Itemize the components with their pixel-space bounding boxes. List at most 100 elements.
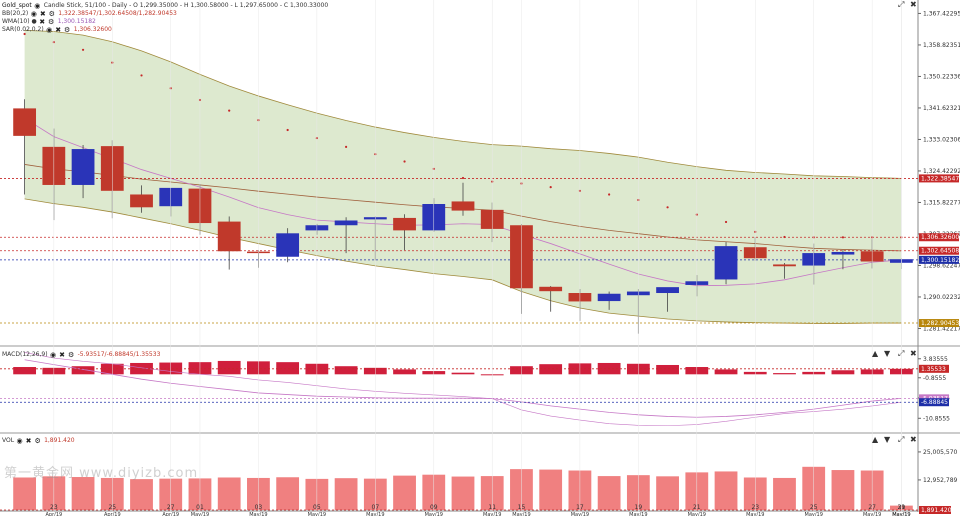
- volume-bar: [71, 477, 95, 510]
- sar-dot: [81, 48, 85, 51]
- x-month-label: Apr/19: [104, 512, 121, 516]
- indicator-sar: SAR(0.02,0.2) ◉ ✖ ⚙ 1,306.32600: [2, 26, 112, 34]
- x-tick-label: 21: [693, 504, 701, 511]
- y-tick-label: -0.8555: [923, 375, 946, 382]
- close-icon[interactable]: ✖: [39, 18, 46, 26]
- close-icon[interactable]: ✖: [55, 26, 62, 34]
- x-month-label: May/19: [688, 512, 706, 516]
- sar-dot: [286, 128, 289, 132]
- eye-icon[interactable]: ◉: [50, 351, 57, 359]
- y-tick-label: 1,367.42295: [923, 10, 960, 17]
- macd-histogram-bar: [334, 366, 358, 375]
- gear-icon[interactable]: ⚙: [67, 351, 75, 359]
- indicator-wma: WMA(10) ● ✖ ⚙ 1,300.15182: [2, 18, 96, 26]
- macd-histogram-bar: [393, 369, 416, 375]
- indicator-label: MACD(12,26,9): [2, 351, 48, 358]
- vol-header: VOL ◉ ✖ ⚙ 1,891.420: [2, 437, 75, 445]
- sar-dot: [23, 32, 26, 36]
- maximize-icon[interactable]: ⤢: [898, 435, 905, 444]
- x-tick-label: 11: [488, 504, 496, 511]
- close-panel-icon[interactable]: ✖: [910, 349, 917, 358]
- macd-histogram-bar: [13, 367, 37, 375]
- indicator-values: 1,322.38547/1,302.64508/1,282.90453: [58, 10, 177, 17]
- indicator-label: SAR(0.02,0.2): [2, 26, 44, 33]
- gear-icon[interactable]: ⚙: [34, 437, 41, 445]
- candle-body: [656, 287, 679, 294]
- price-marker-label: 1,282.90453: [921, 320, 959, 327]
- candle-body: [334, 220, 358, 226]
- eye-icon[interactable]: ◉: [30, 10, 37, 18]
- vol-marker-tag: [919, 505, 951, 514]
- y-tick-label: 1,333.02306: [923, 136, 960, 143]
- volume-bar: [130, 479, 153, 510]
- price-marker-label: 1,300.15182: [921, 257, 959, 264]
- eye-icon[interactable]: ◉: [34, 2, 41, 10]
- close-panel-icon[interactable]: ✖: [910, 435, 917, 444]
- x-month-label: May/19: [483, 512, 501, 516]
- indicator-values: 1,306.32600: [73, 26, 112, 33]
- price-marker-tag: [919, 255, 959, 264]
- candle-body: [597, 293, 621, 302]
- x-tick-label: 31: [898, 504, 906, 511]
- volume-bar: [334, 478, 358, 510]
- close-panel-icon[interactable]: ✖: [910, 0, 917, 9]
- sar-dot: [140, 74, 143, 77]
- y-tick-label: 1,298.62247: [923, 262, 960, 269]
- indicator-values: 1,891.420: [44, 437, 75, 444]
- close-icon[interactable]: ✖: [39, 10, 46, 18]
- macd-marker-tag: [919, 364, 949, 373]
- x-month-label: May/19: [308, 512, 326, 516]
- candle-body: [451, 201, 475, 211]
- maximize-icon[interactable]: ⤢: [898, 349, 905, 358]
- x-month-label: May/19: [746, 512, 764, 516]
- x-month-label: May/19: [512, 512, 530, 516]
- y-tick-label: 3.83555: [923, 356, 948, 363]
- gear-icon[interactable]: ⚙: [64, 26, 71, 34]
- y-tick-label: 1,281.42217: [923, 325, 960, 332]
- candle-body: [714, 246, 738, 280]
- macd-histogram-bar: [276, 362, 300, 375]
- price-marker-tag: [919, 319, 959, 328]
- y-tick-label: 1,358.82351: [923, 42, 960, 49]
- eye-icon[interactable]: ◉: [46, 26, 53, 34]
- x-month-label: Apr/19: [162, 512, 179, 516]
- gear-icon[interactable]: ⚙: [48, 18, 55, 26]
- macd-histogram-bar: [451, 372, 475, 375]
- candle-body: [71, 149, 95, 185]
- indicator-bb: BB(20,2) ◉ ✖ ⚙ 1,322.38547/1,302.64508/1…: [2, 10, 177, 18]
- close-icon[interactable]: ✖: [25, 437, 32, 445]
- move-up-icon[interactable]: ▲: [872, 435, 879, 444]
- x-tick-label: 05: [313, 504, 321, 511]
- macd-histogram-bar: [71, 366, 95, 375]
- move-up-icon[interactable]: ▲: [872, 349, 879, 358]
- symbol-name: Gold_spot: [2, 2, 32, 9]
- move-down-icon[interactable]: ▼: [884, 349, 891, 358]
- x-month-label: May/19: [863, 512, 881, 516]
- macd-marker-label: 1.35533: [921, 366, 946, 373]
- price-marker-tag: [919, 233, 959, 242]
- indicator-label: WMA(10) ●: [2, 18, 37, 25]
- sar-dot: [724, 220, 728, 224]
- x-tick-label: 17: [576, 504, 584, 511]
- x-month-label: May/19: [191, 512, 209, 516]
- candle-body: [393, 217, 416, 231]
- eye-icon[interactable]: ◉: [16, 437, 23, 445]
- maximize-icon[interactable]: ⤢: [898, 0, 905, 9]
- x-month-label: May/19: [892, 512, 910, 516]
- volume-bar: [656, 476, 679, 510]
- macd-marker-tag: [919, 398, 949, 407]
- gear-icon[interactable]: ⚙: [48, 10, 55, 18]
- x-tick-label: 09: [430, 504, 438, 511]
- close-icon[interactable]: ✖: [59, 351, 66, 359]
- volume-bar: [773, 477, 796, 510]
- x-tick-label: 23: [751, 504, 759, 511]
- x-month-label: May/19: [805, 512, 823, 516]
- x-tick-label: 07: [372, 504, 380, 511]
- macd-histogram-bar: [831, 370, 855, 375]
- indicator-label: BB(20,2): [2, 10, 29, 17]
- watermark: 第一黄金网 www.diyizb.com: [4, 466, 199, 481]
- x-tick-label: 25: [810, 504, 818, 511]
- move-down-icon[interactable]: ▼: [884, 435, 891, 444]
- candle-body: [276, 233, 300, 257]
